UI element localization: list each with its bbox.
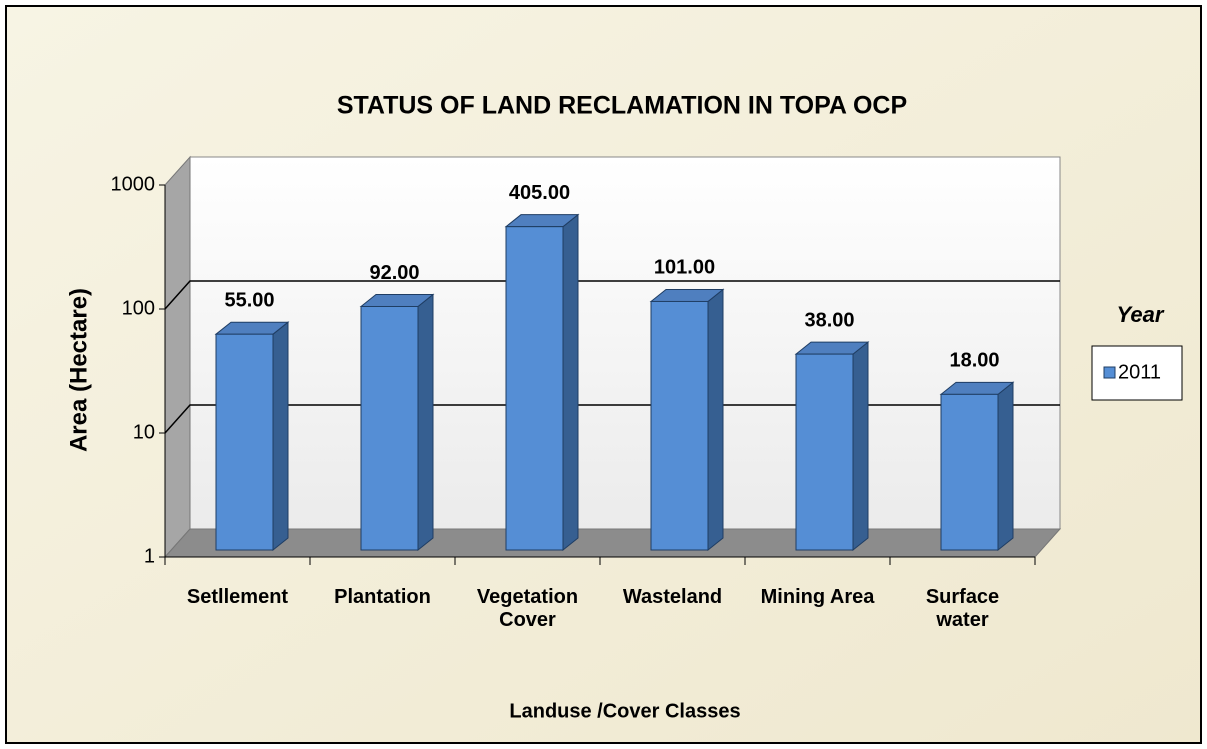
bar [215,333,274,551]
bar-side [997,381,1014,552]
legend-swatch [1103,366,1116,379]
data-label: 92.00 [369,262,419,284]
x-tick-label: Setllement [186,586,289,608]
data-label: 55.00 [224,289,274,311]
floor [163,528,1062,558]
y-tick-label: 1000 [111,173,156,195]
bar-side [562,213,579,552]
grid-line [164,280,1060,310]
x-axis-label: Landuse /Cover Classes [509,700,740,722]
bar [940,393,999,551]
bar [650,300,709,551]
x-tick-label: Plantation [334,586,431,608]
bar [505,226,564,551]
bar-side [852,341,869,552]
data-label: 38.00 [804,309,854,331]
side-wall [164,155,191,559]
x-tick-label: Mining Area [760,586,875,608]
back-wall [189,156,1061,530]
chart-title: STATUS OF LAND RECLAMATION IN TOPA OCP [337,92,907,120]
x-tick-label: Surface water [925,586,1000,631]
legend-label: 2011 [1118,361,1161,383]
bar-side [417,293,434,552]
bar-side [272,321,289,552]
data-label: 18.00 [949,350,999,372]
bar-side [707,288,724,552]
x-tick-label: Wasteland [622,586,723,608]
legend-title: Year [1117,302,1165,327]
bar [360,305,419,551]
y-tick-label: 1 [144,545,155,567]
y-axis-label: Area (Hectare) [65,288,92,452]
y-tick-label: 10 [133,421,155,443]
grid-line [164,404,1060,434]
data-label: 405.00 [509,182,570,204]
y-tick-label: 100 [122,297,155,319]
data-label: 101.00 [654,257,715,279]
x-tick-label: Vegetation Cover [476,586,579,631]
bar [795,353,854,551]
